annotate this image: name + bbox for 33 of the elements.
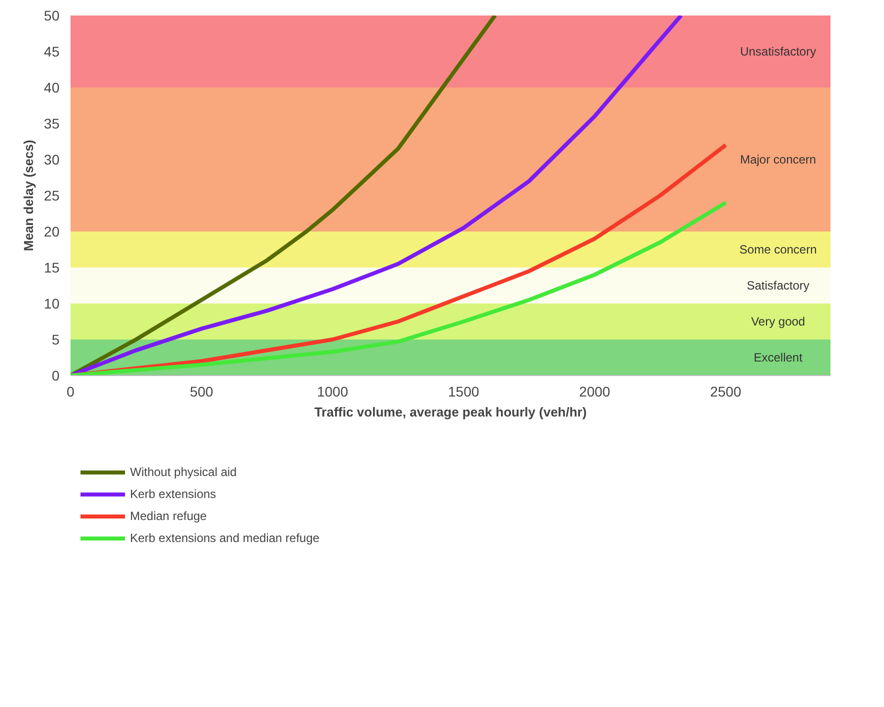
x-tick-label: 500 [190,384,214,400]
y-tick-label: 35 [44,116,60,132]
y-tick-label: 40 [44,80,60,96]
legend-label: Kerb extensions and median refuge [130,531,320,545]
y-tick-label: 0 [52,368,60,384]
band-label: Unsatisfactory [740,44,816,58]
band-label: Major concern [740,152,816,166]
legend-label: Kerb extensions [130,487,216,501]
y-tick-label: 50 [44,8,60,24]
line-series [70,200,728,376]
y-axis-title: Mean delay (secs) [20,140,36,252]
legend-label: Median refuge [130,509,207,523]
x-tick-label: 0 [66,384,75,400]
x-tick-label: 2500 [710,384,742,400]
y-tick-label: 30 [44,152,60,168]
y-tick-label: 15 [44,260,60,276]
x-tick-label: 2000 [579,384,610,400]
y-tick-label: 20 [44,224,60,240]
y-tick-label: 5 [52,332,60,348]
line-series [70,16,684,376]
band-label: Excellent [754,350,804,364]
line-series [70,143,728,376]
y-tick-label: 10 [44,296,60,312]
line-series [70,16,498,376]
x-tick-label: 1500 [448,384,480,400]
band-label: Some concern [739,242,817,256]
band-label: Very good [751,314,806,328]
band-label: Satisfactory [746,278,810,292]
x-tick-label: 1000 [316,384,348,400]
y-tick-label: 45 [44,44,60,60]
y-tick-label: 25 [44,188,60,204]
x-axis-title: Traffic volume, average peak hourly (veh/hr) [314,404,587,420]
legend-label: Without physical aid [130,465,237,479]
